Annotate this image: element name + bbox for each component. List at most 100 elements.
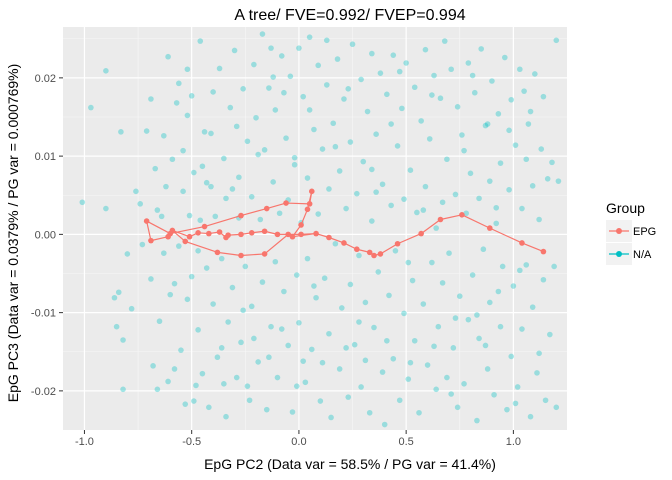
na-point bbox=[158, 213, 165, 220]
na-point bbox=[497, 160, 504, 166]
na-point bbox=[439, 280, 446, 286]
na-point bbox=[184, 66, 191, 73]
na-point bbox=[139, 241, 146, 248]
na-point bbox=[272, 258, 279, 265]
na-point bbox=[474, 312, 480, 318]
na-point bbox=[229, 284, 236, 291]
na-point bbox=[405, 259, 412, 266]
epg-node bbox=[238, 231, 244, 238]
epg-node bbox=[206, 230, 212, 237]
na-point bbox=[476, 335, 482, 342]
na-point bbox=[411, 84, 418, 91]
na-point bbox=[540, 276, 547, 283]
epg-node bbox=[459, 212, 465, 218]
na-point bbox=[390, 355, 397, 362]
na-point bbox=[429, 259, 435, 266]
na-point bbox=[553, 404, 560, 411]
epg-node bbox=[304, 206, 311, 213]
na-point bbox=[467, 170, 474, 177]
na-point bbox=[345, 394, 352, 400]
epg-edge bbox=[264, 233, 289, 255]
na-points bbox=[79, 31, 562, 428]
epg-node bbox=[261, 228, 268, 235]
na-point bbox=[356, 252, 362, 259]
y-tick-label: 0.02 bbox=[35, 73, 56, 85]
epg-node bbox=[238, 252, 244, 259]
na-point bbox=[435, 323, 442, 330]
na-point bbox=[195, 327, 201, 333]
na-point bbox=[229, 186, 236, 192]
na-point bbox=[161, 250, 167, 256]
na-point bbox=[493, 220, 500, 227]
legend-item-na: N/A bbox=[606, 243, 652, 265]
epg-edge bbox=[171, 229, 186, 242]
x-tick-label: -1.0 bbox=[75, 436, 94, 448]
na-point bbox=[165, 53, 171, 60]
na-point bbox=[471, 89, 478, 96]
na-point bbox=[186, 212, 193, 219]
na-point bbox=[291, 161, 298, 168]
na-point bbox=[293, 272, 300, 278]
na-point bbox=[152, 165, 159, 172]
na-point bbox=[482, 342, 489, 349]
na-point bbox=[315, 211, 322, 217]
legend-label-na: N/A bbox=[633, 249, 652, 261]
na-point bbox=[311, 283, 317, 289]
na-point bbox=[278, 53, 285, 59]
na-point bbox=[396, 68, 403, 75]
na-point bbox=[504, 406, 510, 413]
epg-node bbox=[377, 251, 384, 257]
na-point bbox=[366, 409, 373, 416]
na-point bbox=[206, 404, 212, 411]
na-point bbox=[433, 386, 439, 393]
na-point bbox=[266, 354, 272, 361]
legend-item-epg: EPG bbox=[606, 220, 656, 242]
epg-node bbox=[519, 240, 525, 246]
na-point bbox=[349, 41, 356, 48]
epg-edge bbox=[217, 251, 242, 257]
na-point bbox=[240, 307, 246, 314]
na-point bbox=[300, 358, 307, 364]
legend: Group EPG N/A bbox=[606, 200, 656, 265]
na-point bbox=[319, 359, 326, 366]
na-point bbox=[111, 294, 118, 301]
na-point bbox=[148, 276, 154, 282]
na-point bbox=[422, 183, 429, 190]
legend-label-epg: EPG bbox=[633, 226, 656, 238]
na-point bbox=[525, 121, 532, 127]
epg-node bbox=[540, 248, 547, 255]
epg-node bbox=[366, 249, 373, 256]
na-point bbox=[388, 202, 394, 209]
na-point bbox=[519, 205, 525, 212]
epg-edge bbox=[292, 232, 317, 238]
na-point bbox=[180, 188, 186, 195]
chart-title: A tree/ FVE=0.992/ FVEP=0.994 bbox=[234, 7, 465, 24]
na-point bbox=[233, 374, 240, 381]
na-point bbox=[553, 37, 560, 44]
epg-edge bbox=[240, 253, 265, 257]
na-point bbox=[214, 354, 221, 361]
epg-node bbox=[225, 232, 231, 238]
na-point bbox=[203, 179, 210, 186]
na-point bbox=[555, 178, 562, 184]
na-point bbox=[210, 301, 216, 307]
na-point bbox=[319, 146, 326, 152]
epg-node bbox=[313, 230, 319, 237]
na-point bbox=[221, 381, 227, 387]
na-point bbox=[306, 107, 313, 113]
na-point bbox=[317, 398, 324, 404]
na-point bbox=[517, 267, 523, 274]
na-point bbox=[193, 382, 199, 389]
na-point bbox=[401, 310, 407, 317]
na-point bbox=[386, 292, 392, 299]
na-point bbox=[248, 194, 255, 200]
na-point bbox=[441, 38, 448, 44]
na-point bbox=[313, 294, 319, 301]
na-point bbox=[332, 240, 339, 247]
na-point bbox=[480, 246, 487, 253]
na-point bbox=[124, 251, 131, 257]
na-point bbox=[231, 47, 238, 54]
na-point bbox=[373, 131, 379, 138]
na-point bbox=[362, 299, 369, 306]
epg-node bbox=[285, 231, 291, 238]
